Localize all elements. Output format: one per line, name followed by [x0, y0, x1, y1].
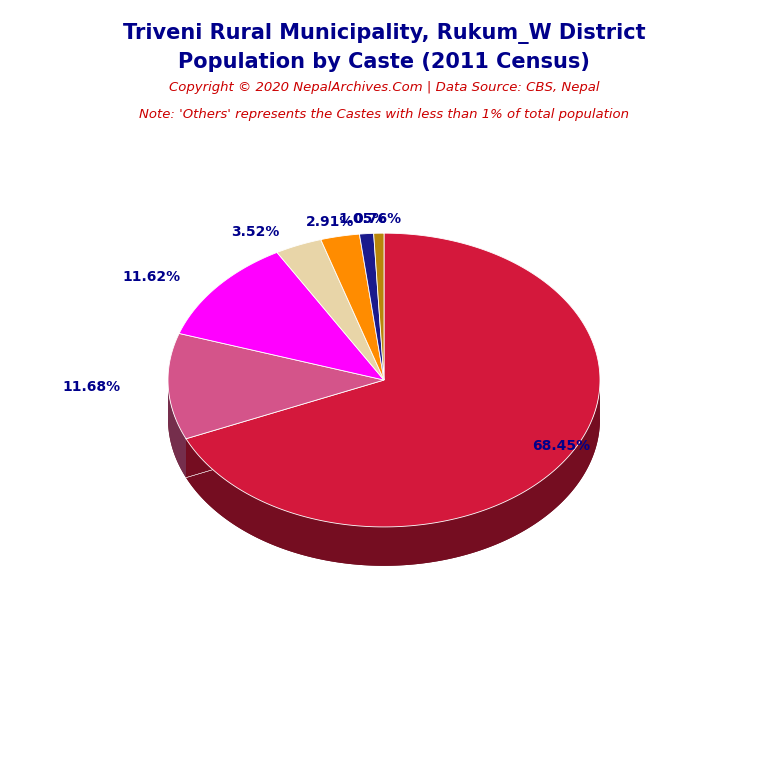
Polygon shape [186, 382, 600, 566]
Polygon shape [186, 233, 600, 527]
Text: Copyright © 2020 NepalArchives.Com | Data Source: CBS, Nepal: Copyright © 2020 NepalArchives.Com | Dat… [169, 81, 599, 94]
Text: Note: 'Others' represents the Castes with less than 1% of total population: Note: 'Others' represents the Castes wit… [139, 108, 629, 121]
Text: 3.52%: 3.52% [231, 225, 280, 239]
Text: 68.45%: 68.45% [532, 439, 591, 453]
Text: Population by Caste (2011 Census): Population by Caste (2011 Census) [178, 52, 590, 72]
Text: 2.91%: 2.91% [306, 215, 354, 229]
Text: 0.76%: 0.76% [353, 211, 402, 226]
Text: 1.05%: 1.05% [339, 212, 387, 226]
Text: Triveni Rural Municipality, Rukum_W District: Triveni Rural Municipality, Rukum_W Dist… [123, 23, 645, 44]
Text: 11.68%: 11.68% [63, 380, 121, 394]
Polygon shape [168, 419, 600, 566]
Polygon shape [374, 233, 384, 380]
Text: 11.62%: 11.62% [122, 270, 180, 284]
Polygon shape [168, 333, 384, 439]
Polygon shape [359, 233, 384, 380]
Polygon shape [179, 253, 384, 380]
Polygon shape [277, 240, 384, 380]
Polygon shape [321, 234, 384, 380]
Polygon shape [168, 380, 186, 478]
